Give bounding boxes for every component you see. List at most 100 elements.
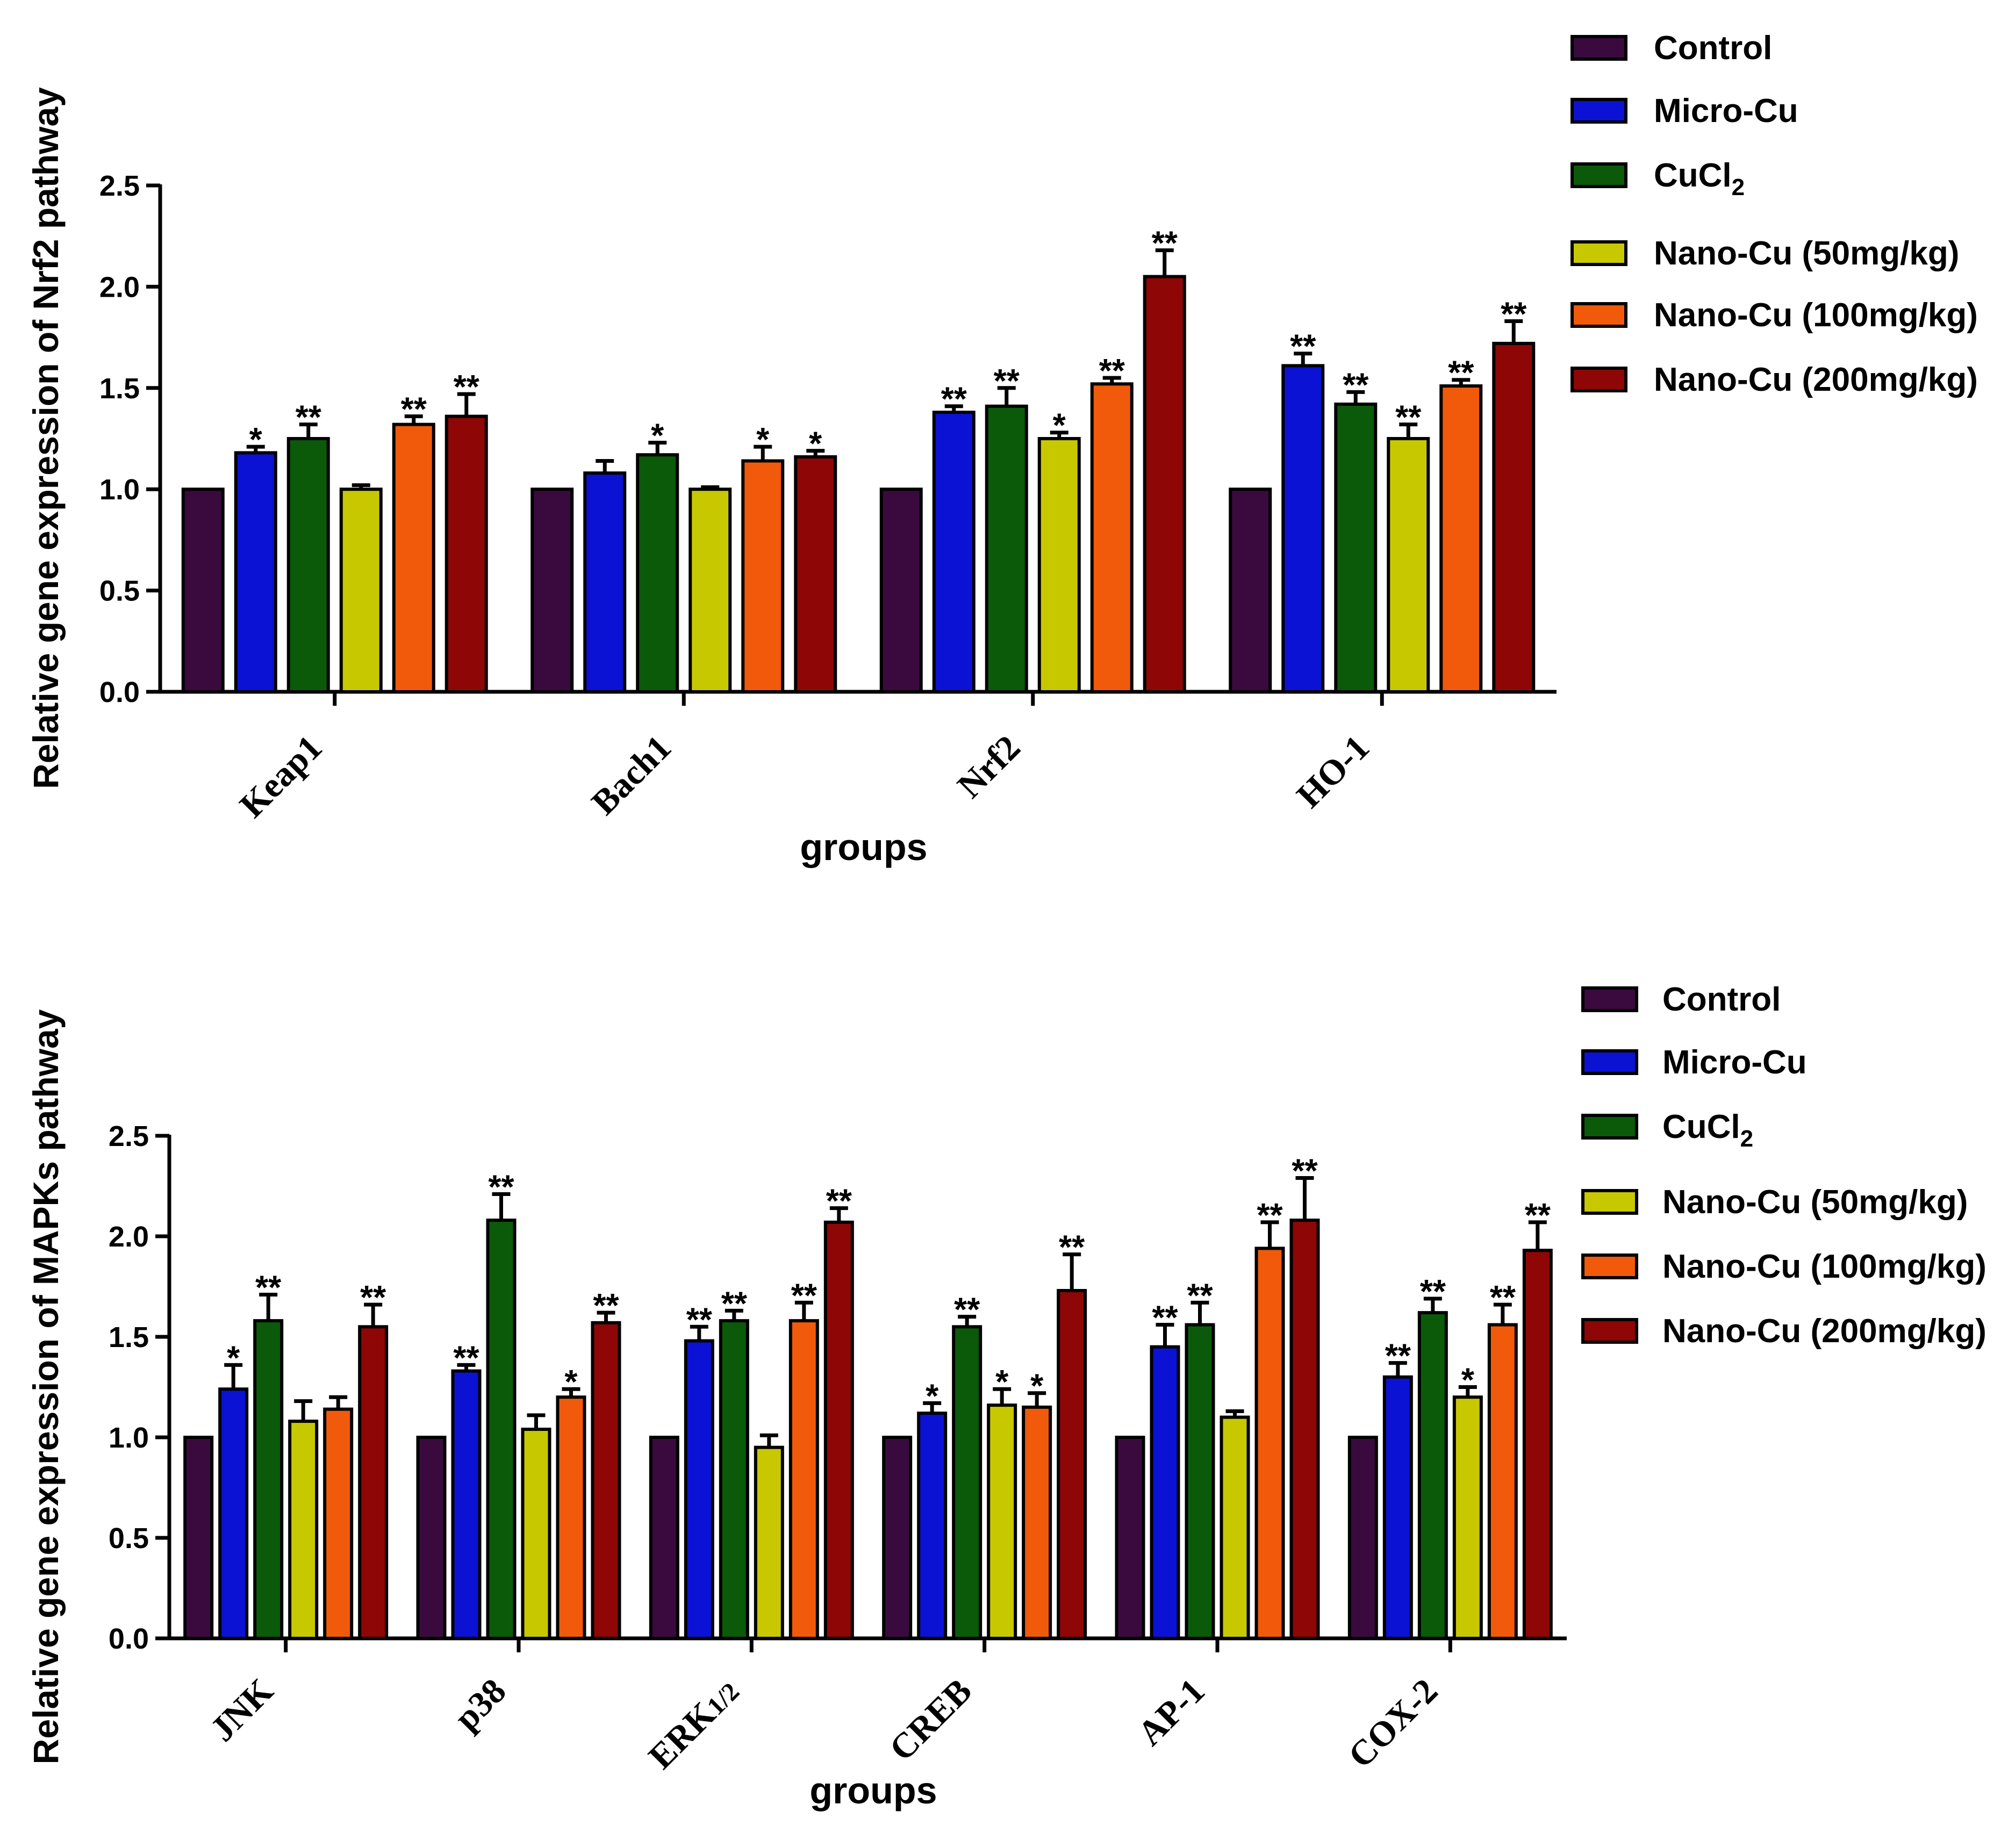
significance-marker: ** <box>401 391 427 428</box>
bar-keap1-cucl2 <box>286 437 330 693</box>
bar-keap1-nano-cu-100mg-kg <box>392 422 435 694</box>
y-axis-label: Relative gene expression of MAPKs pathwa… <box>26 1009 66 1764</box>
y-tick-label: 2.5 <box>99 170 140 202</box>
bar-erk1-2-control <box>649 1436 679 1640</box>
bar-creb-nano-cu-50mg-kg <box>987 1403 1017 1640</box>
significance-marker: ** <box>1420 1273 1446 1310</box>
significance-marker: ** <box>686 1301 713 1338</box>
significance-marker: * <box>249 421 263 459</box>
significance-marker: ** <box>296 399 322 436</box>
category-label-creb: CREB <box>882 1671 979 1768</box>
bar-ho-1-cucl2 <box>1334 402 1378 693</box>
bar-creb-nano-cu-100mg-kg <box>1022 1405 1052 1640</box>
legend-swatch-control <box>1581 986 1638 1012</box>
significance-marker: * <box>926 1378 939 1415</box>
bar-jnk-micro-cu <box>218 1387 249 1640</box>
bar-jnk-nano-cu-50mg-kg <box>288 1420 319 1641</box>
bar-ap-1-micro-cu <box>1150 1345 1180 1640</box>
bar-p38-micro-cu <box>451 1369 482 1641</box>
bar-creb-nano-cu-200mg-kg <box>1057 1288 1087 1640</box>
y-tick-label: 1.5 <box>99 373 140 405</box>
legend-swatch-nano-cu-50mg-kg <box>1581 1189 1638 1215</box>
bar-cox-2-micro-cu <box>1382 1375 1413 1641</box>
legend-label-cucl2: CuCl2 <box>1654 157 1745 200</box>
bar-nrf2-micro-cu <box>932 411 976 693</box>
legend-label-nano-cu-50mg-kg: Nano-Cu (50mg/kg) <box>1662 1184 1968 1221</box>
bar-jnk-control <box>183 1436 214 1640</box>
y-tick-label: 2.5 <box>109 1120 149 1152</box>
bar-ho-1-control <box>1229 488 1272 693</box>
x-axis-label: groups <box>809 1770 937 1811</box>
category-label-ap-1: AP-1 <box>1130 1671 1213 1753</box>
y-tick-label: 1.0 <box>109 1422 149 1454</box>
significance-marker: ** <box>791 1277 817 1314</box>
bar-ho-1-nano-cu-50mg-kg <box>1387 437 1430 693</box>
y-tick-label: 1.0 <box>99 474 140 506</box>
bar-nrf2-cucl2 <box>985 404 1028 693</box>
significance-marker: ** <box>1059 1229 1085 1266</box>
legend-swatch-nano-cu-100mg-kg <box>1581 1254 1638 1279</box>
significance-marker: ** <box>488 1169 514 1206</box>
category-label-ho-1: HO-1 <box>1289 728 1377 815</box>
bar-erk1-2-nano-cu-50mg-kg <box>754 1445 784 1640</box>
bar-nrf2-nano-cu-100mg-kg <box>1090 382 1134 693</box>
bar-keap1-control <box>181 488 225 693</box>
bar-ap-1-nano-cu-50mg-kg <box>1220 1415 1250 1641</box>
significance-marker: * <box>995 1364 1009 1401</box>
legend-label-nano-cu-100mg-kg: Nano-Cu (100mg/kg) <box>1662 1248 1987 1285</box>
significance-marker: ** <box>1152 225 1178 262</box>
significance-marker: ** <box>1257 1197 1283 1234</box>
y-tick-label: 0.0 <box>109 1623 149 1655</box>
significance-marker: ** <box>454 369 480 406</box>
bar-ap-1-nano-cu-100mg-kg <box>1254 1247 1285 1640</box>
significance-marker: ** <box>1187 1277 1213 1314</box>
nrf2-pathway-chart: Relative gene expression of Nrf2 pathway… <box>26 30 1978 868</box>
significance-marker: ** <box>593 1287 619 1324</box>
legend-label-micro-cu: Micro-Cu <box>1662 1044 1807 1081</box>
legend-label-nano-cu-200mg-kg: Nano-Cu (200mg/kg) <box>1662 1313 1987 1350</box>
bar-ho-1-nano-cu-200mg-kg <box>1492 341 1536 693</box>
bar-ho-1-micro-cu <box>1281 364 1325 693</box>
bar-cox-2-nano-cu-50mg-kg <box>1452 1395 1483 1640</box>
significance-marker: * <box>1053 407 1066 445</box>
significance-marker: * <box>1030 1368 1044 1405</box>
x-axis-label: groups <box>800 826 927 868</box>
bar-nrf2-nano-cu-50mg-kg <box>1037 437 1081 693</box>
legend-swatch-nano-cu-100mg-kg <box>1570 302 1627 328</box>
category-label-cox-2: COX-2 <box>1341 1671 1445 1775</box>
significance-marker: ** <box>994 363 1020 400</box>
bar-bach1-control <box>530 488 574 693</box>
significance-marker: * <box>651 418 664 455</box>
significance-marker: ** <box>255 1269 282 1306</box>
bar-p38-nano-cu-50mg-kg <box>521 1428 551 1641</box>
bar-nrf2-nano-cu-200mg-kg <box>1143 275 1186 693</box>
bar-jnk-nano-cu-200mg-kg <box>358 1325 389 1641</box>
significance-marker: ** <box>1290 328 1316 366</box>
category-label-bach1: Bach1 <box>584 728 679 822</box>
y-tick-label: 1.5 <box>109 1321 149 1353</box>
y-axis-label: Relative gene expression of Nrf2 pathway <box>26 87 66 789</box>
bar-creb-micro-cu <box>917 1412 948 1641</box>
bar-cox-2-cucl2 <box>1417 1311 1448 1641</box>
y-tick-label: 0.5 <box>99 575 140 607</box>
bar-creb-control <box>882 1436 913 1640</box>
legend-label-nano-cu-50mg-kg: Nano-Cu (50mg/kg) <box>1654 235 1959 272</box>
legend-label-control: Control <box>1654 30 1772 67</box>
y-tick-label: 2.0 <box>99 271 140 303</box>
legend-label-micro-cu: Micro-Cu <box>1654 92 1798 130</box>
bar-bach1-nano-cu-200mg-kg <box>794 455 837 693</box>
significance-marker: ** <box>1099 353 1125 390</box>
legend-swatch-micro-cu <box>1581 1049 1638 1075</box>
significance-marker: * <box>227 1340 240 1377</box>
category-label-nrf2: Nrf2 <box>950 728 1028 806</box>
significance-marker: * <box>564 1364 578 1401</box>
category-label-erk1-2: ERK1/2 <box>641 1671 747 1777</box>
bar-p38-nano-cu-100mg-kg <box>556 1395 586 1640</box>
significance-marker: ** <box>941 381 967 418</box>
bar-bach1-micro-cu <box>583 471 627 694</box>
bar-jnk-cucl2 <box>253 1319 284 1641</box>
bar-erk1-2-cucl2 <box>719 1319 749 1641</box>
mapks-pathway-chart: Relative gene expression of MAPKs pathwa… <box>26 981 1987 1811</box>
significance-marker: ** <box>1448 355 1474 392</box>
